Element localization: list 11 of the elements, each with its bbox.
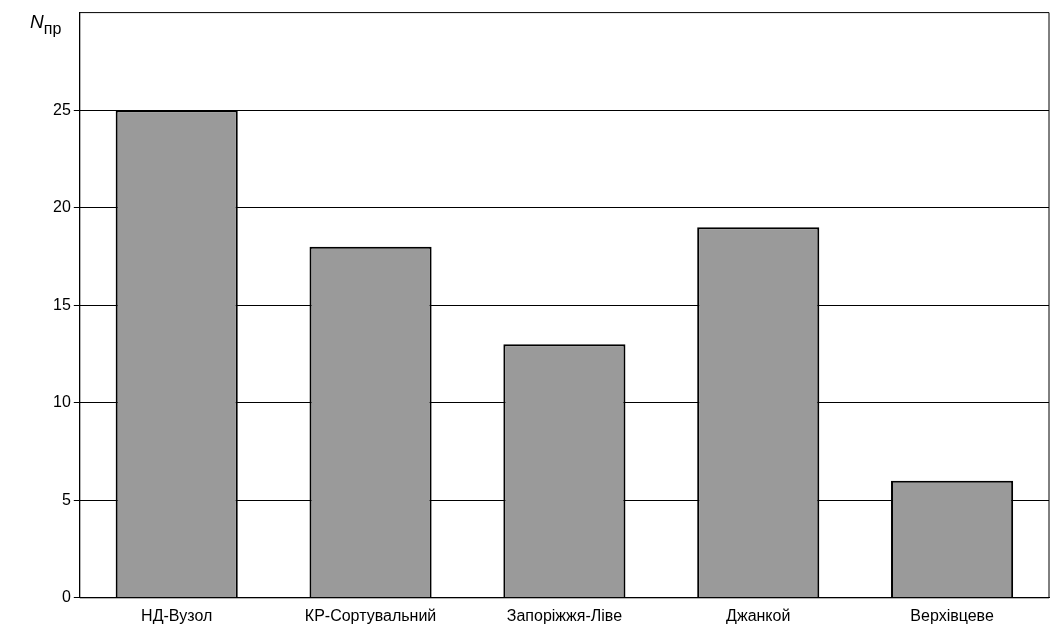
y-tick-label: 20 <box>53 198 71 216</box>
y-tick-label: 25 <box>53 100 71 118</box>
y-tick-label: 10 <box>53 393 71 411</box>
x-tick-label: Запоріжжя-Ліве <box>506 606 623 624</box>
y-tick-label: 5 <box>61 490 71 508</box>
x-tick-label: Джанкой <box>726 606 791 624</box>
x-tick-label: КР-Сортувальний <box>304 606 437 624</box>
x-tick-label: НД-Вузол <box>141 606 213 624</box>
y-tick-label: 0 <box>61 588 71 606</box>
x-tick-label: Верхівцеве <box>910 606 994 624</box>
y-tick-label: 15 <box>53 295 71 313</box>
